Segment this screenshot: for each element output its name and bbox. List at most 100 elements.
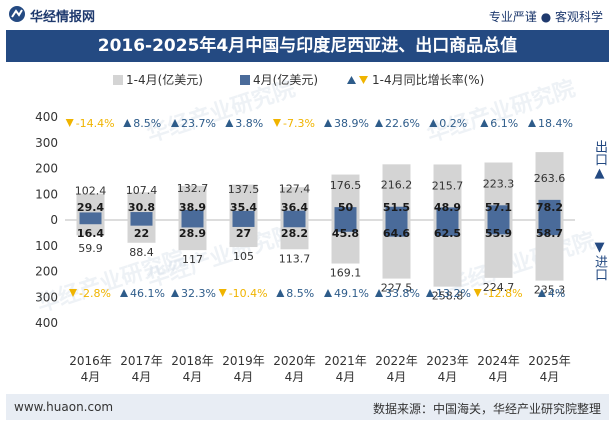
label-import-cumulative: 88.4	[129, 246, 154, 259]
chart-title: 2016-2025年4月中国与印度尼西亚进、出口商品总值	[6, 30, 609, 62]
label-export-cumulative: 215.7	[432, 179, 464, 192]
growth-up-arrow-icon	[375, 289, 383, 297]
label-import-cumulative: 227.5	[381, 282, 413, 295]
import-growth-label: 33.8%	[385, 287, 420, 300]
label-import-cumulative: 169.1	[330, 267, 362, 280]
import-growth-label: -10.4%	[229, 287, 268, 300]
export-growth-label: 6.1%	[490, 117, 518, 130]
label-export-monthly: 57.1	[485, 201, 512, 214]
export-growth-label: 0.2%	[439, 117, 467, 130]
label-export-monthly: 35.4	[230, 201, 257, 214]
y-tick-label: 400	[35, 110, 58, 124]
growth-up-arrow-icon	[426, 289, 434, 297]
bar-import-monthly	[130, 220, 153, 226]
growth-up-arrow-icon	[528, 119, 536, 127]
bar-export-monthly	[487, 205, 510, 220]
export-side-label: 出口▲	[592, 140, 607, 181]
y-tick-label: 400	[35, 316, 58, 330]
label-export-cumulative: 176.5	[330, 179, 362, 192]
bar-export-monthly	[181, 209, 204, 220]
label-export-cumulative: 127.4	[279, 183, 311, 196]
bar-import-monthly	[79, 220, 102, 225]
bar-export-monthly	[334, 207, 357, 220]
legend-up-arrow-icon	[347, 76, 356, 84]
import-growth-label: -12.8%	[484, 287, 523, 300]
y-tick-label: 100	[35, 239, 58, 253]
bar-export-monthly	[79, 212, 102, 220]
growth-down-arrow-icon	[473, 289, 482, 297]
growth-up-arrow-icon	[429, 119, 438, 127]
label-import-monthly: 55.9	[485, 227, 512, 240]
label-export-cumulative: 137.5	[228, 183, 260, 196]
label-export-cumulative: 107.4	[126, 184, 158, 197]
label-export-monthly: 36.4	[281, 201, 308, 214]
y-tick-label: 300	[35, 136, 58, 150]
y-tick-label: 200	[35, 162, 58, 176]
huajing-logo-icon	[9, 6, 25, 22]
growth-down-arrow-icon	[65, 119, 74, 127]
growth-up-arrow-icon	[375, 119, 383, 127]
import-growth-label: 8.5%	[286, 287, 314, 300]
import-side-label: ▼进口	[592, 240, 607, 281]
website-url: www.huaon.com	[14, 400, 114, 414]
legend-cumulative-label: 1-4月(亿美元)	[126, 72, 203, 87]
label-import-monthly: 62.5	[434, 227, 461, 240]
legend-down-arrow-icon	[359, 76, 368, 84]
label-export-monthly: 50	[338, 201, 354, 214]
bar-export-monthly	[283, 210, 306, 220]
label-export-cumulative: 263.6	[534, 172, 566, 185]
growth-up-arrow-icon	[324, 119, 332, 127]
label-export-monthly: 51.5	[383, 201, 410, 214]
legend-growth-label: 1-4月同比增长率(%)	[372, 72, 484, 87]
x-tick-label: 2025年 4月	[528, 354, 571, 384]
x-tick-label: 2024年 4月	[477, 354, 520, 384]
bar-import-monthly	[334, 220, 357, 232]
label-import-cumulative: 258.8	[432, 290, 464, 303]
export-growth-label: -7.3%	[283, 117, 315, 130]
growth-up-arrow-icon	[123, 119, 132, 127]
import-growth-label: 46.1%	[130, 287, 165, 300]
export-growth-label: 18.4%	[538, 117, 573, 130]
x-tick-label: 2023年 4月	[426, 354, 469, 384]
y-tick-label: 200	[35, 265, 58, 279]
data-source: 数据来源：中国海关，华经产业研究院整理	[372, 402, 601, 416]
x-tick-label: 2016年 4月	[69, 354, 112, 384]
label-import-monthly: 27	[236, 227, 251, 240]
import-growth-label: 32.3%	[181, 287, 216, 300]
growth-up-arrow-icon	[276, 289, 285, 297]
legend-monthly-label: 4月(亿美元)	[253, 72, 318, 87]
export-growth-label: 8.5%	[133, 117, 161, 130]
y-tick-label: 100	[35, 187, 58, 201]
label-import-cumulative: 105	[233, 250, 254, 263]
growth-up-arrow-icon	[171, 119, 179, 127]
label-import-cumulative: 113.7	[279, 252, 311, 265]
x-tick-label: 2017年 4月	[120, 354, 163, 384]
export-growth-label: 38.9%	[334, 117, 369, 130]
bar-import-monthly	[232, 220, 255, 227]
bar-import-cumulative	[127, 220, 156, 243]
bar-import-monthly	[181, 220, 204, 228]
x-tick-label: 2022年 4月	[375, 354, 418, 384]
bar-import-monthly	[487, 220, 510, 235]
x-tick-label: 2020年 4月	[273, 354, 316, 384]
label-export-cumulative: 216.2	[381, 179, 413, 192]
label-export-monthly: 30.8	[128, 201, 155, 214]
label-import-monthly: 45.8	[332, 227, 359, 240]
bar-export-monthly	[130, 212, 153, 220]
label-export-monthly: 78.2	[536, 201, 563, 214]
top-bar: 华经情报网 专业严谨 ● 客观科学	[0, 0, 615, 30]
import-growth-label: 4%	[548, 287, 565, 300]
x-tick-label: 2019年 4月	[222, 354, 265, 384]
bar-export-monthly	[232, 210, 255, 220]
growth-up-arrow-icon	[480, 119, 489, 127]
export-growth-row: -14.4% 8.5% 23.7% 3.8% -7.3% 38.9% 22.6% 0.2% 6.…	[65, 117, 573, 130]
label-export-monthly: 48.9	[434, 201, 461, 214]
bar-import-monthly	[385, 220, 408, 237]
label-export-cumulative: 223.3	[483, 177, 515, 190]
label-import-monthly: 64.6	[383, 227, 410, 240]
label-import-cumulative: 224.7	[483, 281, 515, 294]
bar-import-monthly	[436, 220, 459, 237]
growth-up-arrow-icon	[225, 119, 234, 127]
